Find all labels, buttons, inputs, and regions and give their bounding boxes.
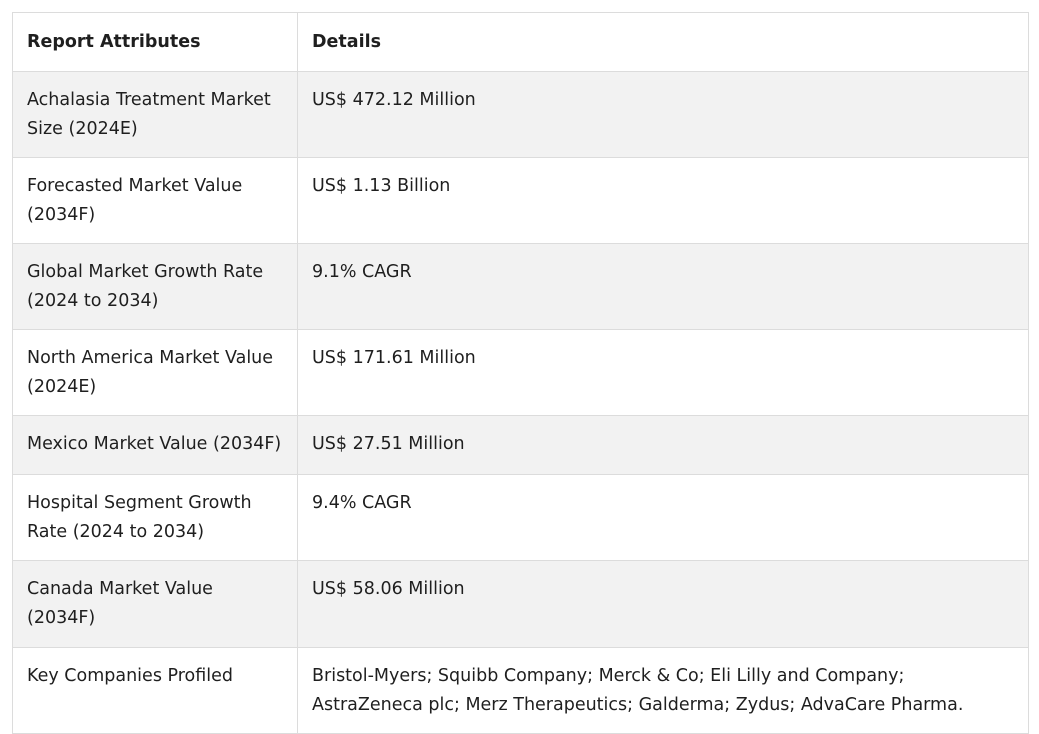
attribute-cell: Hospital Segment Growth Rate (2024 to 20… [12, 474, 298, 561]
detail-cell: US$ 58.06 Million [297, 560, 1029, 648]
detail-cell: US$ 27.51 Million [297, 415, 1029, 475]
attribute-cell: Key Companies Profiled [12, 647, 298, 734]
table-row: North America Market Value (2024E) US$ 1… [12, 329, 1029, 416]
table-row: Mexico Market Value (2034F) US$ 27.51 Mi… [12, 415, 1029, 475]
report-attributes-table: Report Attributes Details Achalasia Trea… [12, 12, 1029, 734]
detail-cell: US$ 1.13 Billion [297, 157, 1029, 244]
attribute-cell: Global Market Growth Rate (2024 to 2034) [12, 243, 298, 330]
column-header-attributes: Report Attributes [12, 12, 298, 72]
attribute-cell: Mexico Market Value (2034F) [12, 415, 298, 475]
table-row: Achalasia Treatment Market Size (2024E) … [12, 71, 1029, 158]
detail-cell: US$ 171.61 Million [297, 329, 1029, 416]
column-header-details: Details [297, 12, 1029, 72]
attribute-cell: North America Market Value (2024E) [12, 329, 298, 416]
attribute-cell: Canada Market Value (2034F) [12, 560, 298, 648]
detail-cell: 9.4% CAGR [297, 474, 1029, 561]
table-row: Hospital Segment Growth Rate (2024 to 20… [12, 474, 1029, 561]
table-header-row: Report Attributes Details [12, 12, 1029, 72]
detail-cell: 9.1% CAGR [297, 243, 1029, 330]
table-row: Key Companies Profiled Bristol-Myers; Sq… [12, 647, 1029, 734]
attribute-cell: Forecasted Market Value (2034F) [12, 157, 298, 244]
attribute-cell: Achalasia Treatment Market Size (2024E) [12, 71, 298, 158]
table-row: Forecasted Market Value (2034F) US$ 1.13… [12, 157, 1029, 244]
table-row: Global Market Growth Rate (2024 to 2034)… [12, 243, 1029, 330]
detail-cell: US$ 472.12 Million [297, 71, 1029, 158]
detail-cell: Bristol-Myers; Squibb Company; Merck & C… [297, 647, 1029, 734]
table-row: Canada Market Value (2034F) US$ 58.06 Mi… [12, 560, 1029, 648]
